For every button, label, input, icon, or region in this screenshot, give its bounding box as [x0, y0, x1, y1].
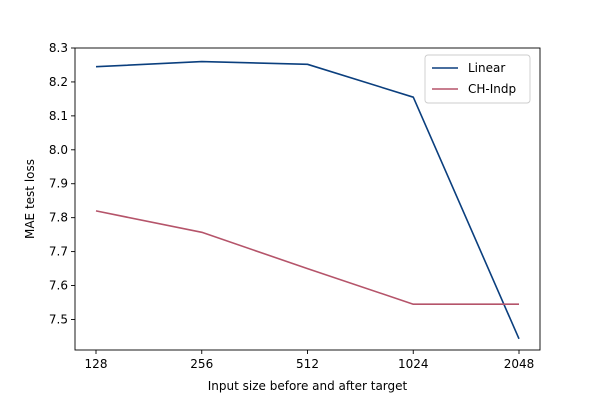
x-tick-label: 2048	[504, 357, 535, 371]
x-tick-label: 512	[296, 357, 319, 371]
y-tick-label: 8.0	[49, 143, 68, 157]
legend-box	[424, 54, 531, 104]
y-tick-label: 7.6	[49, 279, 68, 293]
legend-label-linear: Linear	[468, 61, 505, 75]
x-tick-label: 128	[85, 357, 108, 371]
y-tick-label: 7.9	[49, 177, 68, 191]
legend-label-ch-indp: CH-Indp	[468, 82, 516, 96]
x-tick-label: 1024	[398, 357, 429, 371]
x-tick-label: 256	[190, 357, 213, 371]
y-axis-title: MAE test loss	[23, 159, 37, 239]
y-tick-label: 7.7	[49, 245, 68, 259]
series-layer	[95, 60, 520, 340]
y-tick-label: 8.2	[49, 75, 68, 89]
x-axis-title: Input size before and after target	[208, 379, 408, 393]
series-line-ch-indp	[95, 210, 519, 306]
y-tick-label: 8.1	[49, 109, 68, 123]
axes: 128 256 512 1024 2048 7.5 7.6 7.7 7.8 7.9 8.0 8.1 8.…	[49, 41, 541, 371]
legend: Linear CH-Indp	[424, 54, 531, 104]
series-line-linear	[95, 60, 520, 340]
y-tick-label: 7.8	[49, 211, 68, 225]
y-tick-label: 8.3	[49, 41, 68, 55]
y-tick-label: 7.5	[49, 312, 68, 326]
